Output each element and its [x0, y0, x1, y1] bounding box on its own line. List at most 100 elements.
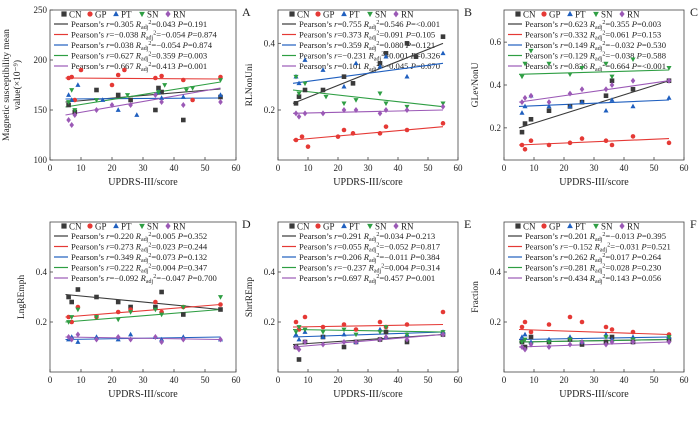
chart-panel-C: 0 10 20 30 40 50 60 0.2 0.4 0.6 UPDRS-III/score GLe… [471, 5, 698, 188]
stats-line-cn: Pearson’s r=0.220 Radj2=0.005 P=0.352 [71, 231, 207, 243]
data-point-sn [377, 330, 383, 335]
data-point-cn [546, 108, 552, 114]
data-point-rn [383, 107, 389, 113]
x-axis-label: UPDRS-III/score [333, 177, 403, 188]
data-point-gp [299, 134, 305, 139]
data-point-gp [528, 138, 534, 144]
data-point-sn [180, 305, 186, 310]
data-point-rn [377, 336, 383, 343]
legend-label-sn: SN [375, 222, 387, 232]
y-axis-label: Magnetic susceptibility meanvalue(×10⁻⁹) [2, 29, 23, 141]
data-point-pt [630, 103, 636, 109]
data-point-sn [353, 98, 359, 103]
data-point-gp [377, 319, 383, 325]
x-tick-label: 30 [590, 163, 600, 173]
data-point-rn [353, 339, 359, 345]
data-point-gp [293, 137, 299, 143]
panel-label: A [242, 5, 251, 19]
data-point-sn [528, 48, 534, 54]
x-tick-label: 60 [680, 163, 690, 173]
x-tick-label: 0 [48, 375, 53, 385]
x-axis-label: UPDRS-III/score [108, 177, 178, 188]
data-point-pt [296, 80, 302, 86]
data-point-gp [519, 324, 525, 330]
stats-line-sn: Pearson’s r=0.627 Radj2=0.359 P=0.003 [71, 51, 207, 63]
data-point-sn [159, 312, 165, 318]
x-axis-label: UPDRS-III/score [559, 389, 629, 400]
stats-line-cn: Pearson’s r=0.623 Radj2=0.355 P=0.003 [525, 19, 661, 31]
data-point-rn [302, 110, 308, 117]
fit-line-gp [65, 77, 221, 80]
data-point-rn [69, 122, 74, 128]
stats-line-pt: Pearson’s r=0.149 Radj2=−0.032 P=0.530 [525, 40, 666, 52]
data-point-rn [72, 112, 78, 118]
x-tick-label: 40 [394, 163, 404, 173]
data-point-gp [122, 67, 127, 73]
data-point-pt [440, 50, 446, 56]
data-point-gp [519, 142, 525, 148]
legend-marker-pt [113, 222, 119, 229]
data-point-gp [630, 134, 636, 139]
legend-marker-sn [139, 223, 145, 230]
data-point-cn [159, 89, 164, 95]
legend-marker-rn [165, 222, 171, 230]
x-tick-label: 50 [201, 375, 211, 385]
legend-label-pt: PT [121, 222, 132, 232]
data-point-sn [519, 340, 525, 345]
data-point-sn [519, 74, 525, 80]
y-tick-label: 0.2 [490, 123, 501, 133]
data-point-rn [666, 77, 672, 84]
data-point-rn [218, 336, 223, 343]
legend: CN GP PT SN RN [289, 222, 414, 232]
data-point-pt [302, 57, 308, 62]
data-point-pt [609, 97, 615, 102]
data-point-rn [115, 334, 121, 340]
data-point-sn [217, 78, 224, 83]
x-axis-label: UPDRS-III/score [333, 389, 403, 400]
data-point-gp [181, 77, 186, 83]
fit-line-cn [65, 88, 221, 103]
data-point-cn [128, 304, 133, 310]
data-point-gp [522, 146, 528, 152]
x-tick-label: 30 [139, 375, 149, 385]
data-point-sn [320, 330, 326, 335]
data-point-gp [305, 144, 311, 149]
data-point-pt [320, 334, 326, 339]
data-point-sn [522, 337, 528, 343]
legend-label-gp: GP [549, 222, 561, 232]
x-tick-label: 0 [276, 163, 281, 173]
data-point-sn [302, 81, 308, 87]
legend-marker-sn [593, 11, 599, 18]
stats-line-rn: Pearson’s r=0.697 Radj2=0.457 P=0.001 [299, 273, 435, 285]
legend-marker-rn [393, 10, 399, 18]
legend-label-rn: RN [401, 10, 414, 20]
legend-marker-sn [367, 11, 373, 18]
data-point-gp [109, 82, 115, 88]
stats-line-rn: Pearson’s r=0.434 Radj2=0.143 P=0.056 [525, 273, 662, 285]
data-point-pt [75, 339, 81, 344]
data-point-gp [528, 329, 534, 335]
data-point-gp [404, 322, 410, 327]
data-point-gp [115, 309, 121, 315]
legend-label-pt: PT [349, 222, 360, 232]
data-point-rn [159, 339, 164, 345]
data-point-gp [377, 131, 383, 136]
data-point-pt [603, 107, 609, 113]
data-point-rn [66, 334, 71, 340]
x-tick-label: 10 [304, 375, 314, 385]
data-point-gp [404, 127, 410, 133]
data-point-sn [567, 72, 573, 78]
data-point-gp [293, 319, 299, 325]
x-tick-label: 10 [77, 375, 87, 385]
data-point-rn [519, 344, 525, 350]
legend-label-sn: SN [147, 10, 159, 20]
chart-panel-B: 0 10 20 30 40 50 60 0.2 0.4 UPDRS-III/score RLNonU… [245, 5, 472, 188]
data-point-cn [153, 107, 158, 113]
y-tick-label: 100 [34, 155, 48, 165]
stats-line-cn: Pearson’s r=0.305 Radj2=0.043 P=0.191 [71, 19, 207, 31]
data-point-gp [341, 322, 347, 327]
data-point-rn [320, 110, 326, 117]
fit-line-rn [65, 87, 221, 116]
data-point-sn [190, 86, 196, 91]
